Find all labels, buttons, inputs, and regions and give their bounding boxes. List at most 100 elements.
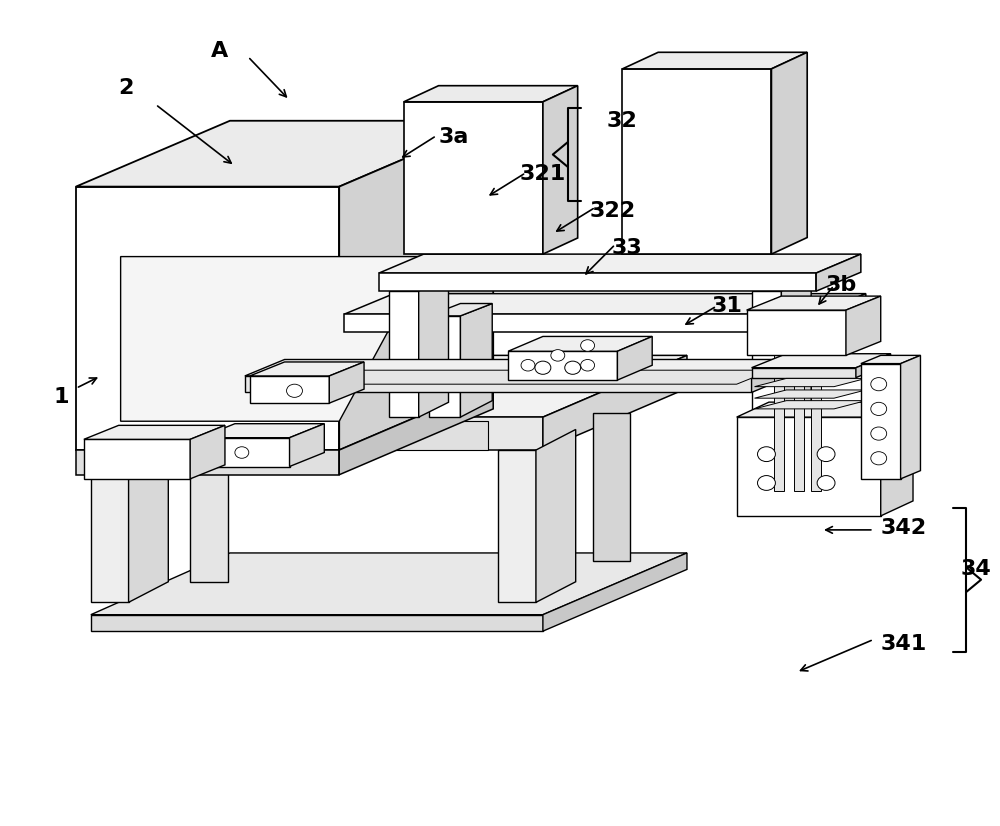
Polygon shape [404,86,578,102]
Circle shape [565,361,581,374]
Text: A: A [211,40,229,61]
Circle shape [287,384,302,397]
Polygon shape [881,402,913,516]
Polygon shape [755,378,866,387]
Polygon shape [543,553,687,631]
Polygon shape [816,254,861,291]
Polygon shape [339,121,493,450]
Polygon shape [737,402,913,417]
Polygon shape [245,376,752,392]
Polygon shape [794,297,804,491]
Polygon shape [816,293,866,332]
Polygon shape [536,430,576,602]
Polygon shape [747,296,881,310]
Polygon shape [622,52,807,69]
Polygon shape [190,438,228,582]
Polygon shape [498,450,536,602]
Circle shape [871,427,887,440]
Circle shape [817,476,835,491]
Polygon shape [250,362,364,376]
Polygon shape [846,296,881,355]
Text: 3b: 3b [825,275,857,296]
Polygon shape [429,303,492,316]
Text: 2: 2 [118,78,133,97]
Circle shape [871,452,887,465]
Text: 342: 342 [881,518,927,539]
Polygon shape [811,297,821,491]
Text: 321: 321 [520,164,566,184]
Polygon shape [379,254,861,273]
Polygon shape [86,355,687,417]
Polygon shape [404,102,543,254]
Polygon shape [190,425,225,479]
Polygon shape [379,273,816,291]
Text: 1: 1 [53,387,69,406]
Polygon shape [76,450,339,475]
Polygon shape [755,401,866,409]
Polygon shape [419,277,449,417]
Polygon shape [86,417,543,450]
Polygon shape [329,362,364,403]
Circle shape [758,447,775,462]
Polygon shape [339,384,493,475]
Polygon shape [774,297,784,491]
Polygon shape [508,336,652,351]
Polygon shape [856,354,891,377]
Circle shape [581,359,595,371]
Text: 31: 31 [711,296,742,316]
Text: 322: 322 [589,202,636,221]
Circle shape [235,447,249,458]
Polygon shape [861,363,901,479]
Polygon shape [429,316,460,417]
Polygon shape [752,354,891,368]
Polygon shape [245,359,791,376]
Polygon shape [129,430,168,602]
Polygon shape [861,355,920,363]
Circle shape [551,349,565,361]
Polygon shape [260,370,771,384]
Polygon shape [622,69,771,254]
Text: 34: 34 [960,559,991,579]
Polygon shape [84,439,190,479]
Circle shape [871,377,887,391]
Polygon shape [543,355,687,450]
Text: 33: 33 [612,239,643,259]
Polygon shape [344,314,816,332]
Polygon shape [200,438,290,467]
Polygon shape [752,359,791,392]
Polygon shape [76,187,339,450]
Polygon shape [752,368,856,377]
Circle shape [871,402,887,415]
Polygon shape [76,121,493,187]
Polygon shape [250,376,329,403]
Text: 3a: 3a [438,127,469,147]
Polygon shape [290,424,324,467]
Polygon shape [91,450,129,602]
Polygon shape [508,351,617,380]
Circle shape [521,359,535,371]
Polygon shape [145,421,488,450]
Polygon shape [200,424,324,438]
Circle shape [535,361,551,374]
Circle shape [581,339,595,351]
Polygon shape [901,355,920,479]
Circle shape [817,447,835,462]
Polygon shape [543,86,578,254]
Polygon shape [460,303,492,417]
Text: 341: 341 [881,634,927,653]
Polygon shape [617,336,652,380]
Polygon shape [737,417,881,516]
Polygon shape [747,310,846,355]
Text: 32: 32 [607,111,638,131]
Polygon shape [84,425,225,439]
Polygon shape [389,291,419,417]
Polygon shape [755,390,866,398]
Polygon shape [781,277,811,417]
Circle shape [758,476,775,491]
Polygon shape [771,52,807,254]
Polygon shape [121,257,429,421]
Polygon shape [91,553,687,615]
Polygon shape [344,293,866,314]
Polygon shape [593,413,630,561]
Polygon shape [91,615,543,631]
